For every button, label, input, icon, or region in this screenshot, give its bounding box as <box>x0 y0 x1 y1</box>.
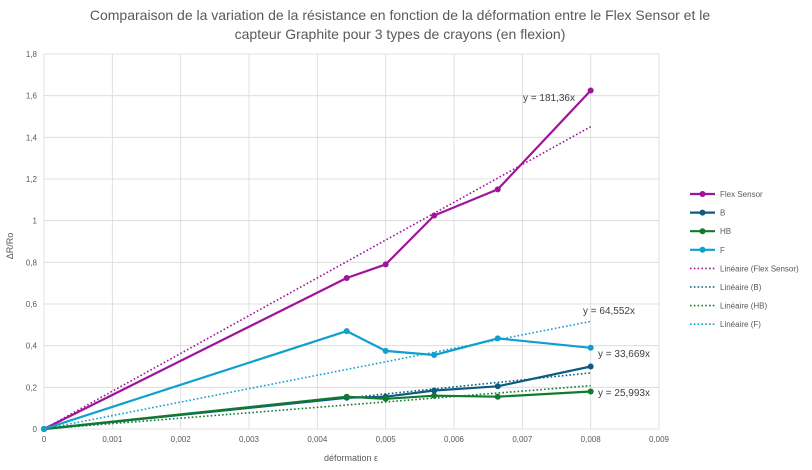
data-point <box>494 383 501 390</box>
data-point <box>431 392 438 399</box>
y-tick-label: 1,4 <box>26 133 38 142</box>
data-point <box>494 393 501 400</box>
legend: Flex Sensor B HB F Linéaire (Flex Sensor) Lin… <box>690 190 799 329</box>
x-tick-labels: 0 0,001 0,002 0,003 0,004 0,005 0,006 0,007 0,00… <box>42 435 670 444</box>
data-point <box>431 212 438 219</box>
data-point <box>343 328 350 335</box>
legend-label: Linéaire (Flex Sensor) <box>720 264 799 273</box>
y-tick-label: 1,2 <box>26 175 38 184</box>
y-tick-label: 0,4 <box>26 342 38 351</box>
x-tick-label: 0,007 <box>512 435 533 444</box>
x-tick-label: 0,009 <box>649 435 670 444</box>
legend-label: HB <box>720 227 731 236</box>
y-tick-label: 0,6 <box>26 300 38 309</box>
legend-label: Linéaire (F) <box>720 320 761 329</box>
series-line <box>43 330 591 431</box>
gridlines <box>43 53 660 430</box>
data-point <box>382 261 389 268</box>
data-point <box>41 426 47 432</box>
data-point <box>431 352 438 359</box>
x-tick-label: 0,005 <box>376 435 397 444</box>
x-tick-label: 0,001 <box>102 435 123 444</box>
x-tick-label: 0,002 <box>171 435 192 444</box>
y-tick-label: 0,8 <box>26 258 38 267</box>
trendline-equation: y = 33,669x <box>598 349 650 360</box>
data-point <box>382 347 389 354</box>
y-tick-label: 1,8 <box>26 50 38 59</box>
series-line <box>43 390 591 431</box>
data-point <box>343 274 350 281</box>
x-tick-label: 0,004 <box>307 435 328 444</box>
trendline-equation: y = 25,993x <box>598 388 650 399</box>
data-point <box>382 395 389 402</box>
data-point <box>587 344 594 351</box>
legend-marker <box>699 191 706 197</box>
x-tick-label: 0,006 <box>444 435 465 444</box>
legend-marker <box>699 209 706 216</box>
data-point <box>343 393 350 400</box>
data-point <box>431 387 438 394</box>
legend-marker <box>699 228 706 235</box>
trendline <box>43 384 591 430</box>
y-tick-label: 1,6 <box>26 92 38 101</box>
data-point <box>494 335 501 342</box>
y-tick-label: 0,2 <box>26 383 38 392</box>
legend-label: Flex Sensor <box>720 190 763 199</box>
x-tick-label: 0 <box>42 435 47 444</box>
x-tick-label: 0,008 <box>581 435 602 444</box>
y-tick-label: 0 <box>33 425 38 434</box>
data-point <box>587 87 594 94</box>
series-lines <box>43 89 592 431</box>
data-point <box>587 363 594 370</box>
data-point <box>587 388 594 395</box>
trendline-equation: y = 64,552x <box>583 306 635 317</box>
chart-title-line-1: Comparaison de la variation de la résist… <box>90 7 710 23</box>
legend-label: Linéaire (HB) <box>720 302 767 311</box>
legend-label: B <box>720 209 725 218</box>
x-axis-label: déformation ε <box>324 453 378 463</box>
legend-marker <box>699 246 706 253</box>
series-line <box>43 89 592 430</box>
chart-title-line-2: capteur Graphite pour 3 types de crayons… <box>235 26 566 42</box>
x-tick-label: 0,003 <box>239 435 260 444</box>
legend-label: F <box>720 246 725 255</box>
y-tick-label: 1 <box>33 217 38 226</box>
legend-label: Linéaire (B) <box>720 283 762 292</box>
y-axis-label: ΔR/Ro <box>5 233 15 260</box>
trendline <box>43 126 592 430</box>
trendline-equation: y = 181,36x <box>523 93 575 104</box>
series-points <box>41 87 594 432</box>
trendline-equations: y = 181,36x y = 33,669x y = 25,993x y = 64,… <box>523 93 650 399</box>
data-point <box>494 186 501 193</box>
y-tick-labels: 0 0,2 0,4 0,6 0,8 1 1,2 1,4 1,6 1,8 <box>26 50 38 434</box>
